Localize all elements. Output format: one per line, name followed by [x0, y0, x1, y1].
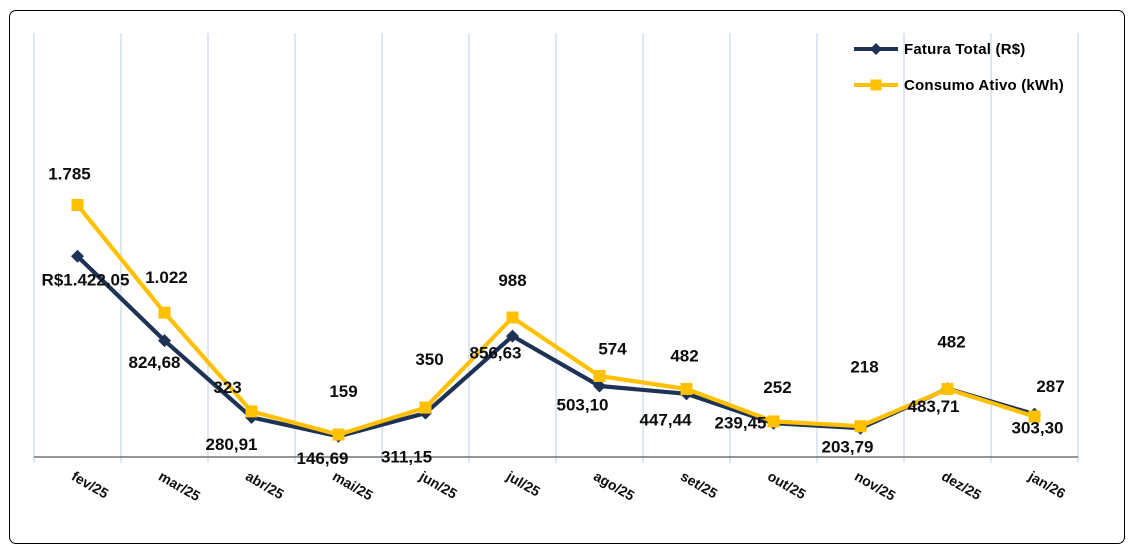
category-label: mai/25: [330, 468, 376, 504]
category-label: jan/26: [1025, 467, 1068, 501]
fatura-total-data-label: 447,44: [640, 410, 693, 429]
consumo-ativo-marker: [1028, 410, 1041, 423]
legend-swatch-consumo-ativo-icon: [854, 79, 898, 91]
consumo-ativo-marker: [506, 311, 519, 324]
consumo-ativo-data-label: 482: [937, 332, 965, 351]
consumo-ativo-data-label: 1.785: [48, 164, 91, 183]
consumo-ativo-data-label: 482: [670, 346, 698, 365]
category-label: fev/25: [69, 468, 112, 502]
fatura-total-data-label: 203,79: [822, 438, 874, 457]
consumo-ativo-data-label: 218: [850, 358, 878, 377]
consumo-ativo-marker: [332, 428, 345, 441]
category-label: jun/25: [416, 467, 460, 502]
consumo-ativo-marker: [680, 382, 693, 395]
consumo-ativo-data-label: 574: [598, 339, 627, 358]
consumo-ativo-marker: [854, 420, 867, 433]
consumo-ativo-data-label: 159: [329, 382, 357, 401]
consumo-ativo-data-label: 988: [498, 271, 526, 290]
fatura-total-data-label: 311,15: [381, 448, 432, 467]
fatura-total-data-label: 856,63: [470, 344, 522, 363]
consumo-ativo-marker: [767, 415, 780, 428]
category-label: abr/25: [243, 468, 287, 503]
consumo-ativo-marker: [158, 306, 171, 319]
legend-label-fatura-total: Fatura Total (R$): [904, 40, 1026, 58]
fatura-total-data-label: 483,71: [908, 397, 960, 416]
legend-label-consumo-ativo: Consumo Ativo (kWh): [904, 76, 1064, 94]
legend-item-consumo-ativo: Consumo Ativo (kWh): [853, 76, 1064, 94]
fatura-total-data-label: 824,68: [129, 353, 181, 372]
category-label: nov/25: [852, 468, 899, 504]
fatura-total-data-label: R$1.422,05: [42, 271, 130, 290]
data-labels-group: R$1.422,05 824,68 280,91 146,69 311,15 856,63…: [42, 164, 1065, 467]
consumo-ativo-marker: [71, 199, 84, 211]
consumo-ativo-marker: [941, 382, 954, 395]
category-labels-group: fev/25 mar/25 abr/25 mai/25 jun/25 jul/25 ago/…: [69, 467, 1069, 504]
fatura-total-data-label: 146,69: [297, 449, 349, 468]
legend: Fatura Total (R$) Consumo Ativo (kWh): [853, 40, 1064, 94]
category-label: jul/25: [503, 467, 543, 499]
consumo-ativo-data-label: 252: [763, 378, 791, 397]
fatura-total-data-label: 503,10: [557, 395, 609, 414]
consumo-ativo-marker: [419, 401, 432, 414]
consumo-ativo-marker: [593, 369, 606, 382]
consumo-ativo-data-label: 323: [213, 378, 241, 397]
fatura-total-marker: [506, 329, 519, 343]
category-label: dez/25: [939, 468, 984, 503]
legend-square-marker-icon: [870, 79, 882, 91]
category-label: set/25: [678, 468, 721, 502]
consumo-ativo-data-label: 287: [1036, 377, 1064, 396]
consumo-ativo-marker: [245, 405, 258, 418]
legend-diamond-marker-icon: [870, 43, 882, 55]
category-label: ago/25: [591, 468, 638, 504]
fatura-total-data-label: 303,30: [1012, 419, 1064, 438]
series-group: [71, 199, 1041, 443]
legend-swatch-fatura-total-icon: [854, 43, 898, 55]
fatura-total-marker: [158, 334, 171, 348]
gridlines-group: [33, 33, 1079, 463]
consumo-ativo-data-label: 1.022: [145, 268, 188, 287]
fatura-total-data-label: 239,45: [715, 414, 767, 433]
legend-item-fatura-total: Fatura Total (R$): [853, 40, 1064, 58]
fatura-total-data-label: 280,91: [206, 435, 258, 454]
consumo-ativo-line: [75, 202, 1037, 437]
consumo-ativo-data-label: 350: [415, 350, 443, 369]
fatura-total-marker: [71, 249, 84, 263]
fatura-total-marker: [593, 379, 606, 393]
chart-outer-border: [9, 10, 1125, 544]
category-label: mar/25: [156, 468, 203, 505]
category-label: out/25: [765, 468, 809, 503]
